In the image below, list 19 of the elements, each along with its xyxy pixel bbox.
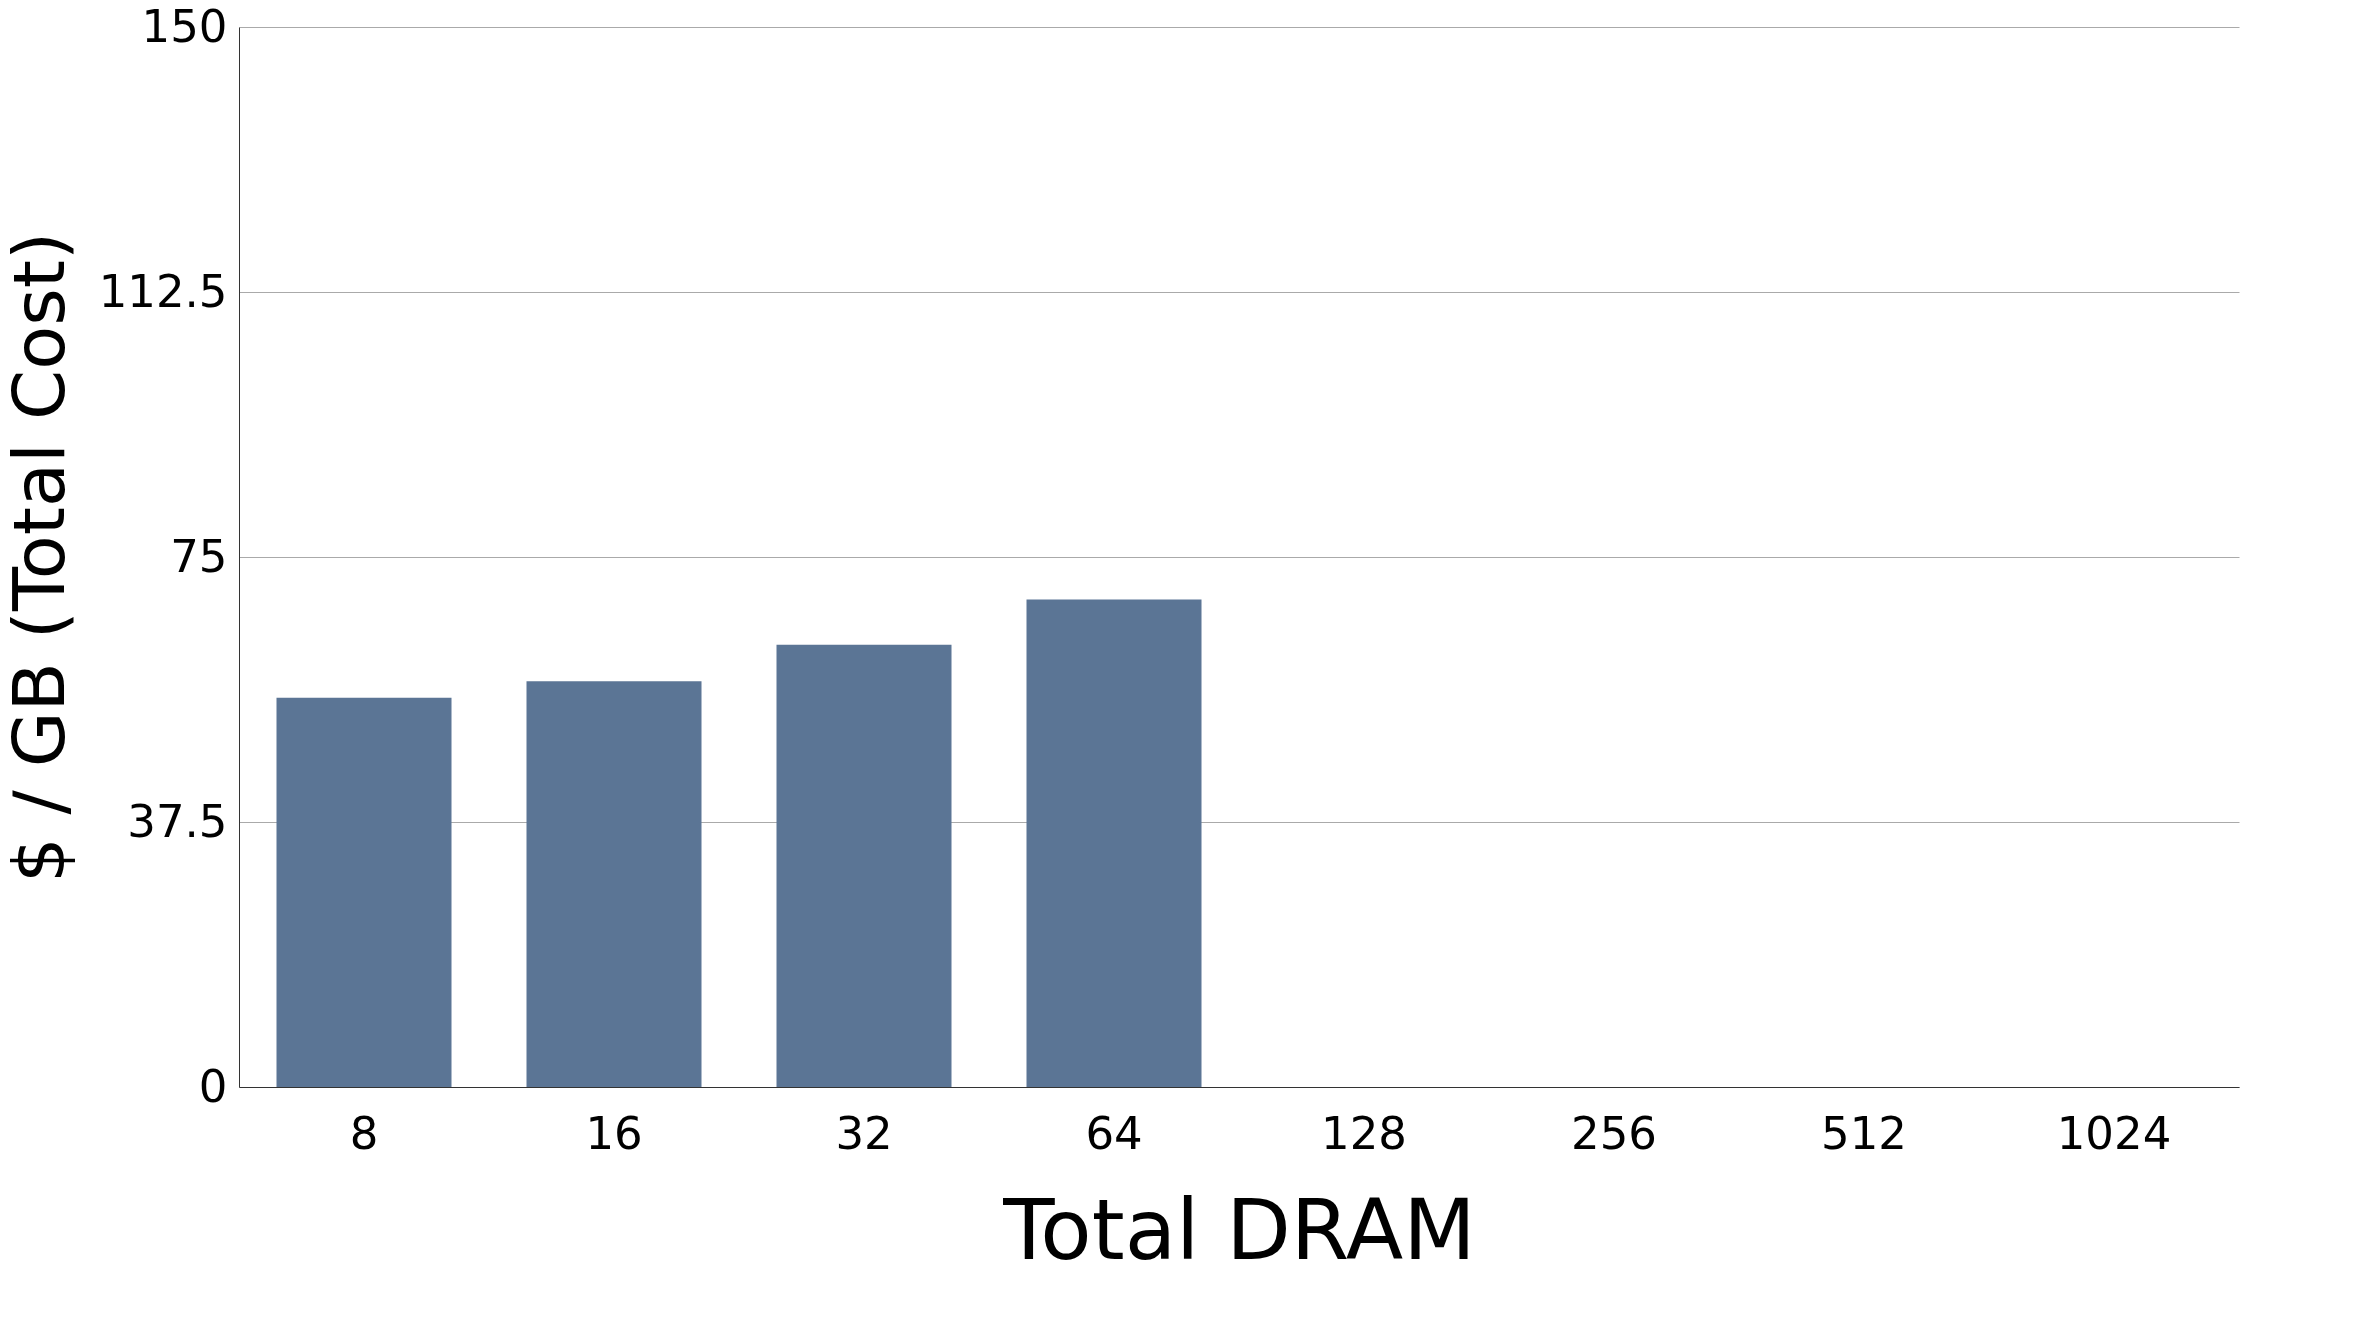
- x-tick-label: 16: [585, 1106, 643, 1160]
- bar: [1026, 599, 1202, 1087]
- y-tick-label: 37.5: [127, 794, 228, 848]
- bar: [526, 681, 702, 1087]
- x-tick-label: 512: [1821, 1106, 1907, 1160]
- y-tick-label: 0: [198, 1059, 228, 1113]
- x-tick-label: 32: [835, 1106, 893, 1160]
- y-tick-label: 150: [141, 0, 228, 53]
- x-tick-label: 128: [1321, 1106, 1407, 1160]
- bar: [276, 697, 452, 1087]
- x-tick-label: 256: [1571, 1106, 1657, 1160]
- bar: [776, 644, 952, 1087]
- x-tick-label: 8: [349, 1106, 379, 1160]
- y-tick-label: 112.5: [98, 264, 228, 318]
- x-tick-label: 64: [1085, 1106, 1143, 1160]
- x-axis-title: Total DRAM: [1002, 1180, 1476, 1279]
- y-axis-title: $ / GB (Total Cost): [0, 231, 81, 884]
- x-tick-label: 1024: [2056, 1106, 2172, 1160]
- y-tick-label: 75: [170, 529, 228, 583]
